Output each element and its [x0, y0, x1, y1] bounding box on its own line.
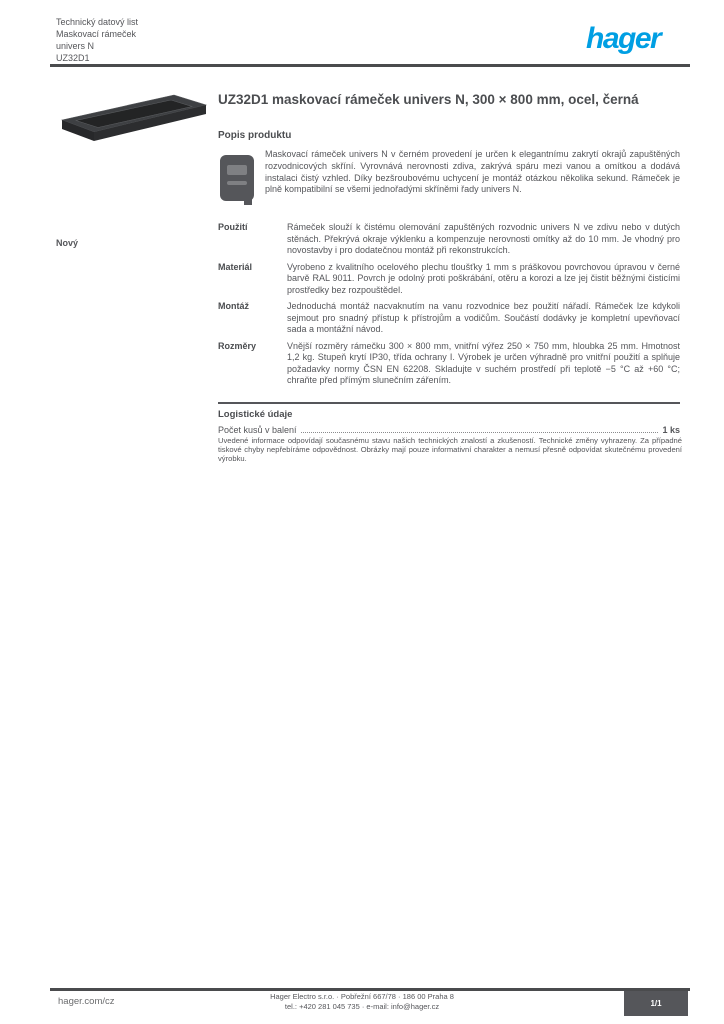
- header-info-line: Technický datový list: [56, 17, 139, 27]
- footer-rule: [50, 988, 690, 991]
- spec-text: Jednoduchá montáž nacvaknutím na vanu ro…: [287, 301, 680, 334]
- header-info-block: Technický datový list Maskovací rámeček …: [56, 16, 226, 64]
- logistics-heading: Logistické údaje: [218, 409, 293, 420]
- section-rule: [218, 402, 680, 404]
- spec-row: Montáž Jednoduchá montáž nacvaknutím na …: [218, 301, 680, 336]
- disclaimer-text: Uvedené informace odpovídají současnému …: [218, 436, 682, 464]
- header-info-line: UZ32D1: [56, 53, 90, 63]
- spec-row: Materiál Vyrobeno z kvalitního ocelového…: [218, 262, 680, 297]
- spec-label: Montáž: [218, 301, 249, 311]
- spec-label: Použití: [218, 222, 248, 232]
- product-title: UZ32D1 maskovací rámeček univers N, 300 …: [218, 92, 639, 107]
- footer-website-link[interactable]: hager.com/cz: [58, 996, 115, 1007]
- header-info-line: univers N: [56, 41, 95, 51]
- spec-label: Rozměry: [218, 340, 257, 351]
- logistics-label: Počet kusů v balení: [218, 425, 297, 435]
- hager-logo: hager: [586, 20, 686, 58]
- header-rule: [50, 64, 690, 67]
- new-badge: Nový: [56, 238, 79, 248]
- logistics-value: 1 ks: [662, 425, 680, 435]
- hager-logo-text: hager: [586, 22, 662, 55]
- footer-page-stamp: 1/1: [624, 991, 688, 1016]
- spec-text: Vyrobeno z kvalitního ocelového plechu t…: [287, 261, 680, 295]
- spec-list: Použití Rámeček slouží k čistému olemová…: [218, 222, 680, 392]
- spec-text: Vnější rozměry rámečku 300 × 800 mm, vni…: [287, 340, 680, 386]
- product-photo: [58, 90, 210, 148]
- dotted-leader: [300, 424, 659, 433]
- spec-label: Materiál: [218, 261, 253, 272]
- footer-company-block: Hager Electro s.r.o. · Pobřežní 667/78 ·…: [162, 992, 562, 1011]
- product-frame-illustration: [60, 94, 208, 141]
- spec-row: Rozměry Vnější rozměry rámečku 300 × 800…: [218, 341, 680, 387]
- description-heading: Popis produktu: [218, 130, 292, 141]
- spec-text: Rámeček slouží k čistému olemování zapuš…: [287, 222, 680, 255]
- logistics-row: Počet kusů v balení 1 ks: [218, 424, 680, 435]
- spec-row: Použití Rámeček slouží k čistému olemová…: [218, 222, 680, 257]
- product-pictogram-icon: [220, 155, 254, 205]
- description-block: Maskovací rámeček univers N v černém pro…: [218, 149, 680, 209]
- footer-company-line: Hager Electro s.r.o. · Pobřežní 667/78 ·…: [270, 992, 454, 1001]
- footer-company-line: tel.: +420 281 045 735 · e-mail: info@ha…: [284, 1001, 440, 1011]
- description-text: Maskovací rámeček univers N v černém pro…: [265, 149, 680, 195]
- header-info-line: Maskovací rámeček: [56, 29, 137, 39]
